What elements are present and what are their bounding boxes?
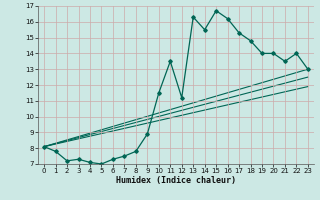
X-axis label: Humidex (Indice chaleur): Humidex (Indice chaleur) <box>116 176 236 185</box>
